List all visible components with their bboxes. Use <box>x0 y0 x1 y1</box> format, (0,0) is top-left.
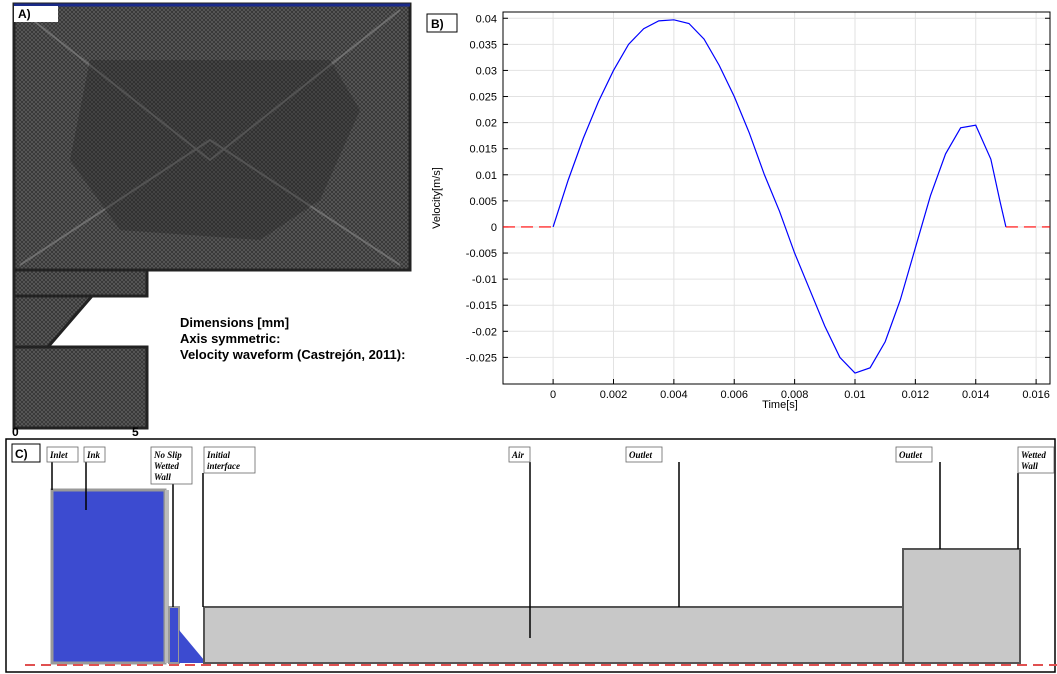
note: Dimensions [mm] <box>180 315 289 330</box>
mesh-inlet <box>14 347 147 428</box>
x-tick-label: 0.016 <box>1022 389 1050 401</box>
y-tick-label: -0.025 <box>466 352 497 364</box>
callout-text: Wall <box>154 472 171 482</box>
y-tick-label: 0.025 <box>469 92 497 104</box>
x-tick-label: 0.002 <box>600 389 628 401</box>
x-tick-label: 0.01 <box>844 389 865 401</box>
y-tick-label: -0.015 <box>466 300 497 312</box>
y-tick-label: 0.02 <box>476 118 497 130</box>
x-tick-label: 0 <box>550 389 556 401</box>
y-tick-label: 0.015 <box>469 144 497 156</box>
nozzle <box>169 607 179 663</box>
y-tick-label: 0.005 <box>469 196 497 208</box>
callout-text: Outlet <box>629 450 653 460</box>
mesh-nozzle <box>14 296 92 347</box>
page: { "panel_a": {"label": "A)", "notes": ["… <box>0 0 1057 674</box>
x-tick-label: 0.008 <box>781 389 809 401</box>
plot-frame <box>503 12 1050 384</box>
mesh-wall <box>14 270 147 296</box>
note: Axis symmetric: <box>180 331 280 346</box>
callout-text: Wetted <box>154 461 179 471</box>
y-tick-label: 0.04 <box>476 13 497 25</box>
panel-a: A) Dimensions [mm] Axis symmetric: Veloc… <box>12 4 410 439</box>
panel-label: B) <box>431 17 444 31</box>
y-tick-label: 0 <box>491 222 497 234</box>
callout-text: interface <box>207 461 240 471</box>
y-tick-label: 0.01 <box>476 170 497 182</box>
scale-label: 5 <box>132 425 139 439</box>
y-tick-label: -0.02 <box>472 326 497 338</box>
callout-text: Inlet <box>49 450 68 460</box>
y-tick-label: -0.01 <box>472 274 497 286</box>
callout-text: Ink <box>86 450 101 460</box>
ink-region <box>52 490 165 663</box>
air-outlet-region <box>903 549 1020 663</box>
x-tick-label: 0.012 <box>902 389 930 401</box>
callout-text: Outlet <box>899 450 923 460</box>
y-tick-label: -0.005 <box>466 248 497 260</box>
callout-text: Wall <box>1021 461 1038 471</box>
note: Velocity waveform (Castrejón, 2011): <box>180 347 405 362</box>
scale-label: 0 <box>12 425 19 439</box>
x-tick-label: 0.004 <box>660 389 688 401</box>
y-tick-label: 0.03 <box>476 65 497 77</box>
figure: A) Dimensions [mm] Axis symmetric: Veloc… <box>0 0 1057 674</box>
air-region <box>204 607 903 663</box>
callout-text: No Slip <box>153 450 182 460</box>
panel-label: A) <box>18 7 31 21</box>
x-tick-label: 0.014 <box>962 389 990 401</box>
y-tick-label: 0.035 <box>469 39 497 51</box>
y-axis-label: Velocity[m/s] <box>431 167 443 229</box>
callout-text: Initial <box>206 450 231 460</box>
series-line <box>553 20 1006 373</box>
callout-text: Air <box>511 450 525 460</box>
callout-text: Wetted <box>1021 450 1046 460</box>
x-tick-label: 0.006 <box>720 389 748 401</box>
panel-label: C) <box>15 447 28 461</box>
